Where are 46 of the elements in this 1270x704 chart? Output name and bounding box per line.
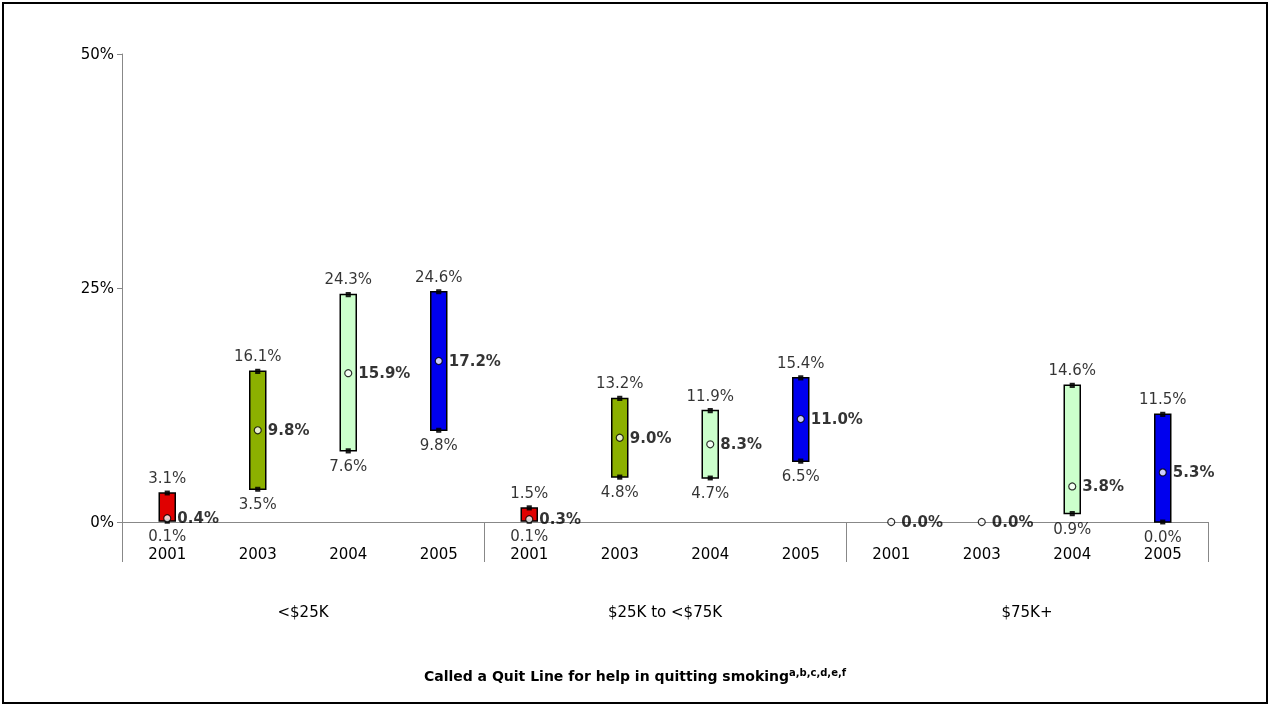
x-tick-label: 2003 [238, 544, 277, 563]
text: $75K+ [1001, 602, 1053, 621]
data-label: 4.7% [691, 484, 730, 503]
y-tick-label: 25% [80, 279, 114, 297]
data-label: 15.4% [776, 353, 825, 372]
x-tick-label: 2001 [148, 544, 187, 563]
data-label: 24.6% [414, 267, 463, 286]
data-label: 0.1% [148, 527, 187, 546]
data-label: 5.3% [1172, 463, 1215, 482]
x-tick-label: 2005 [781, 544, 820, 563]
data-label: 11.5% [1138, 390, 1187, 409]
data-label: 9.8% [267, 421, 310, 440]
text: $25K to <$75K [607, 602, 724, 621]
y-tick-label: 0% [90, 513, 114, 531]
x-tick-label: 2001 [872, 544, 911, 563]
x-tick-label: 2004 [691, 544, 730, 563]
data-label: 11.9% [686, 386, 735, 405]
data-label: 3.1% [148, 468, 187, 487]
data-label: 3.5% [238, 495, 277, 514]
data-label: 15.9% [358, 364, 411, 383]
data-label: 6.5% [781, 467, 820, 486]
data-label: 17.2% [448, 352, 501, 371]
data-label: 0.0% [1143, 528, 1182, 547]
x-tick-label: 2003 [600, 544, 639, 563]
x-tick-label: 2004 [329, 544, 368, 563]
data-label: 8.3% [720, 435, 762, 454]
data-label: 24.3% [324, 270, 373, 289]
text: <$25K [277, 602, 330, 621]
data-label: 1.5% [510, 483, 549, 502]
data-label: 11.0% [810, 410, 863, 429]
data-label: 13.2% [595, 374, 644, 393]
data-label: 3.8% [1082, 477, 1124, 496]
data-label: 7.6% [329, 456, 368, 475]
data-label: 4.8% [600, 483, 639, 502]
data-label: 9.8% [419, 436, 458, 455]
x-tick-label: 2001 [510, 544, 549, 563]
data-label: 14.6% [1048, 361, 1097, 380]
data-label: 0.9% [1053, 519, 1092, 538]
data-label: 16.1% [233, 347, 282, 366]
x-tick-label: 2005 [1143, 544, 1182, 563]
data-label: 0.1% [510, 527, 549, 546]
x-tick-label: 2005 [419, 544, 458, 563]
x-tick-label: 2003 [962, 544, 1001, 563]
y-tick-label: 50% [80, 45, 114, 63]
x-tick-label: 2004 [1053, 544, 1092, 563]
data-label: 9.0% [629, 428, 672, 447]
